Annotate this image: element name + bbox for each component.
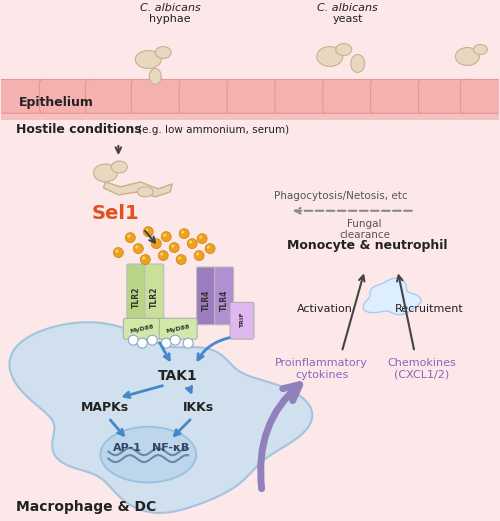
Polygon shape xyxy=(104,182,172,197)
Ellipse shape xyxy=(178,256,181,259)
Ellipse shape xyxy=(317,46,342,67)
Ellipse shape xyxy=(336,44,351,56)
Ellipse shape xyxy=(156,46,171,58)
Ellipse shape xyxy=(112,161,128,173)
FancyBboxPatch shape xyxy=(179,79,233,113)
FancyBboxPatch shape xyxy=(323,79,376,113)
FancyBboxPatch shape xyxy=(0,81,500,119)
Polygon shape xyxy=(10,322,312,513)
Ellipse shape xyxy=(161,232,171,242)
Ellipse shape xyxy=(187,239,197,249)
Polygon shape xyxy=(363,278,421,315)
Ellipse shape xyxy=(183,338,193,348)
Ellipse shape xyxy=(136,51,161,68)
Text: IKKs: IKKs xyxy=(182,401,214,414)
Ellipse shape xyxy=(100,427,196,482)
Ellipse shape xyxy=(196,253,199,256)
Ellipse shape xyxy=(179,229,189,239)
Text: yeast: yeast xyxy=(332,14,363,23)
FancyBboxPatch shape xyxy=(275,79,329,113)
Ellipse shape xyxy=(189,241,192,244)
Ellipse shape xyxy=(128,234,130,238)
FancyBboxPatch shape xyxy=(230,302,254,339)
Ellipse shape xyxy=(169,243,179,253)
Text: Fungal
clearance: Fungal clearance xyxy=(339,219,390,240)
FancyBboxPatch shape xyxy=(370,79,424,113)
Text: Monocyte & neutrophil: Monocyte & neutrophil xyxy=(288,239,448,252)
Text: NF-κB: NF-κB xyxy=(152,443,189,453)
Text: Macrophage & DC: Macrophage & DC xyxy=(16,500,156,514)
FancyBboxPatch shape xyxy=(418,79,472,113)
Ellipse shape xyxy=(154,241,156,244)
Ellipse shape xyxy=(194,251,204,260)
Ellipse shape xyxy=(163,233,166,237)
Text: C. albicans: C. albicans xyxy=(318,3,378,13)
Ellipse shape xyxy=(136,245,138,249)
Text: hyphae: hyphae xyxy=(150,14,191,23)
Ellipse shape xyxy=(197,233,207,244)
Ellipse shape xyxy=(181,231,184,233)
Ellipse shape xyxy=(350,55,364,72)
Text: TLR4: TLR4 xyxy=(202,289,210,311)
Text: Proinflammatory
cytokines: Proinflammatory cytokines xyxy=(276,358,368,380)
FancyBboxPatch shape xyxy=(196,267,216,325)
Ellipse shape xyxy=(148,335,158,345)
Ellipse shape xyxy=(171,245,174,247)
Ellipse shape xyxy=(456,47,479,66)
Text: C. albicans: C. albicans xyxy=(140,3,200,13)
Ellipse shape xyxy=(176,255,186,265)
FancyBboxPatch shape xyxy=(160,318,197,339)
Ellipse shape xyxy=(160,253,163,256)
Text: TLR2: TLR2 xyxy=(150,286,159,307)
Ellipse shape xyxy=(161,338,171,348)
Text: Epithelium: Epithelium xyxy=(18,96,94,109)
Ellipse shape xyxy=(205,244,215,254)
Ellipse shape xyxy=(150,68,161,84)
Text: MyD88: MyD88 xyxy=(130,324,155,334)
Ellipse shape xyxy=(126,233,136,243)
Ellipse shape xyxy=(142,256,146,259)
Text: Chemokines
(CXCL1/2): Chemokines (CXCL1/2) xyxy=(387,358,456,380)
FancyBboxPatch shape xyxy=(86,79,140,113)
FancyBboxPatch shape xyxy=(227,79,281,113)
Ellipse shape xyxy=(140,255,150,265)
Text: MyD88: MyD88 xyxy=(166,324,190,334)
Ellipse shape xyxy=(158,251,168,260)
Text: AP-1: AP-1 xyxy=(113,443,142,453)
Text: (e.g. low ammonium, serum): (e.g. low ammonium, serum) xyxy=(138,125,290,135)
Ellipse shape xyxy=(170,335,180,345)
FancyBboxPatch shape xyxy=(460,79,500,113)
Text: Hostile conditions: Hostile conditions xyxy=(16,123,142,136)
Text: TRIF: TRIF xyxy=(240,313,244,328)
FancyBboxPatch shape xyxy=(214,267,234,325)
FancyBboxPatch shape xyxy=(127,264,146,322)
Ellipse shape xyxy=(146,229,148,232)
Ellipse shape xyxy=(94,164,118,182)
Ellipse shape xyxy=(144,227,154,237)
Ellipse shape xyxy=(116,250,118,253)
Text: Phagocytosis/Netosis, etc: Phagocytosis/Netosis, etc xyxy=(274,191,407,201)
FancyBboxPatch shape xyxy=(40,79,94,113)
Ellipse shape xyxy=(207,245,210,249)
FancyBboxPatch shape xyxy=(124,318,161,339)
Text: TAK1: TAK1 xyxy=(158,369,198,383)
Ellipse shape xyxy=(138,187,154,197)
Text: MAPKs: MAPKs xyxy=(82,401,130,414)
FancyBboxPatch shape xyxy=(0,79,48,113)
Text: TLR4: TLR4 xyxy=(220,289,228,311)
FancyBboxPatch shape xyxy=(145,264,164,322)
Ellipse shape xyxy=(138,338,147,348)
Ellipse shape xyxy=(128,335,138,345)
Ellipse shape xyxy=(152,239,161,249)
Ellipse shape xyxy=(199,235,202,239)
Text: Recruitment: Recruitment xyxy=(395,304,464,314)
Text: TLR2: TLR2 xyxy=(132,286,141,307)
Text: Sel1: Sel1 xyxy=(92,204,139,223)
FancyBboxPatch shape xyxy=(132,79,185,113)
Ellipse shape xyxy=(134,244,143,254)
Ellipse shape xyxy=(114,247,124,257)
Ellipse shape xyxy=(474,45,488,55)
Text: Activation: Activation xyxy=(297,304,352,314)
